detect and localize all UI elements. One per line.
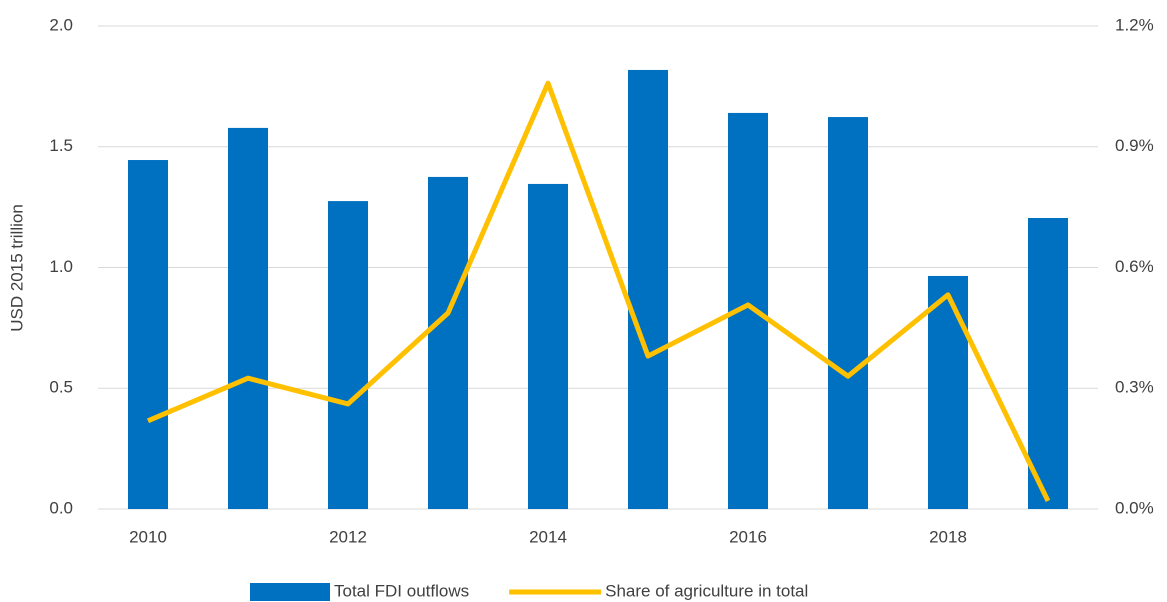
bar [1028, 217, 1068, 509]
y-tick-label: 2.0 [49, 15, 73, 34]
y-tick-label: 1.0 [49, 257, 73, 276]
y2-tick-label: 0.6% [1115, 257, 1154, 276]
bar [928, 275, 968, 509]
legend-label: Total FDI outflows [334, 581, 469, 600]
y2-tick-label: 0.3% [1115, 378, 1154, 397]
bar [828, 117, 868, 509]
bar [428, 176, 468, 509]
x-tick-label: 2010 [129, 527, 167, 546]
y-axis-label: USD 2015 trillion [7, 204, 26, 332]
line [147, 80, 1051, 503]
bar [128, 160, 168, 509]
legend-swatch [250, 583, 330, 601]
legend-label: Share of agriculture in total [605, 581, 808, 600]
y2-tick-label: 1.2% [1115, 15, 1154, 34]
x-tick-label: 2018 [929, 527, 967, 546]
x-tick-label: 2014 [529, 527, 567, 546]
x-tick-label: 2012 [329, 527, 367, 546]
y-tick-label: 0.5 [49, 378, 73, 397]
bar [628, 69, 668, 509]
y2-tick-label: 0.9% [1115, 136, 1154, 155]
bar [528, 183, 568, 510]
x-tick-label: 2016 [729, 527, 767, 546]
bar [228, 127, 268, 510]
y2-tick-label: 0.0% [1115, 498, 1154, 517]
bar [328, 201, 368, 509]
y-tick-label: 0.0 [49, 498, 73, 517]
y-tick-label: 1.5 [49, 136, 73, 155]
